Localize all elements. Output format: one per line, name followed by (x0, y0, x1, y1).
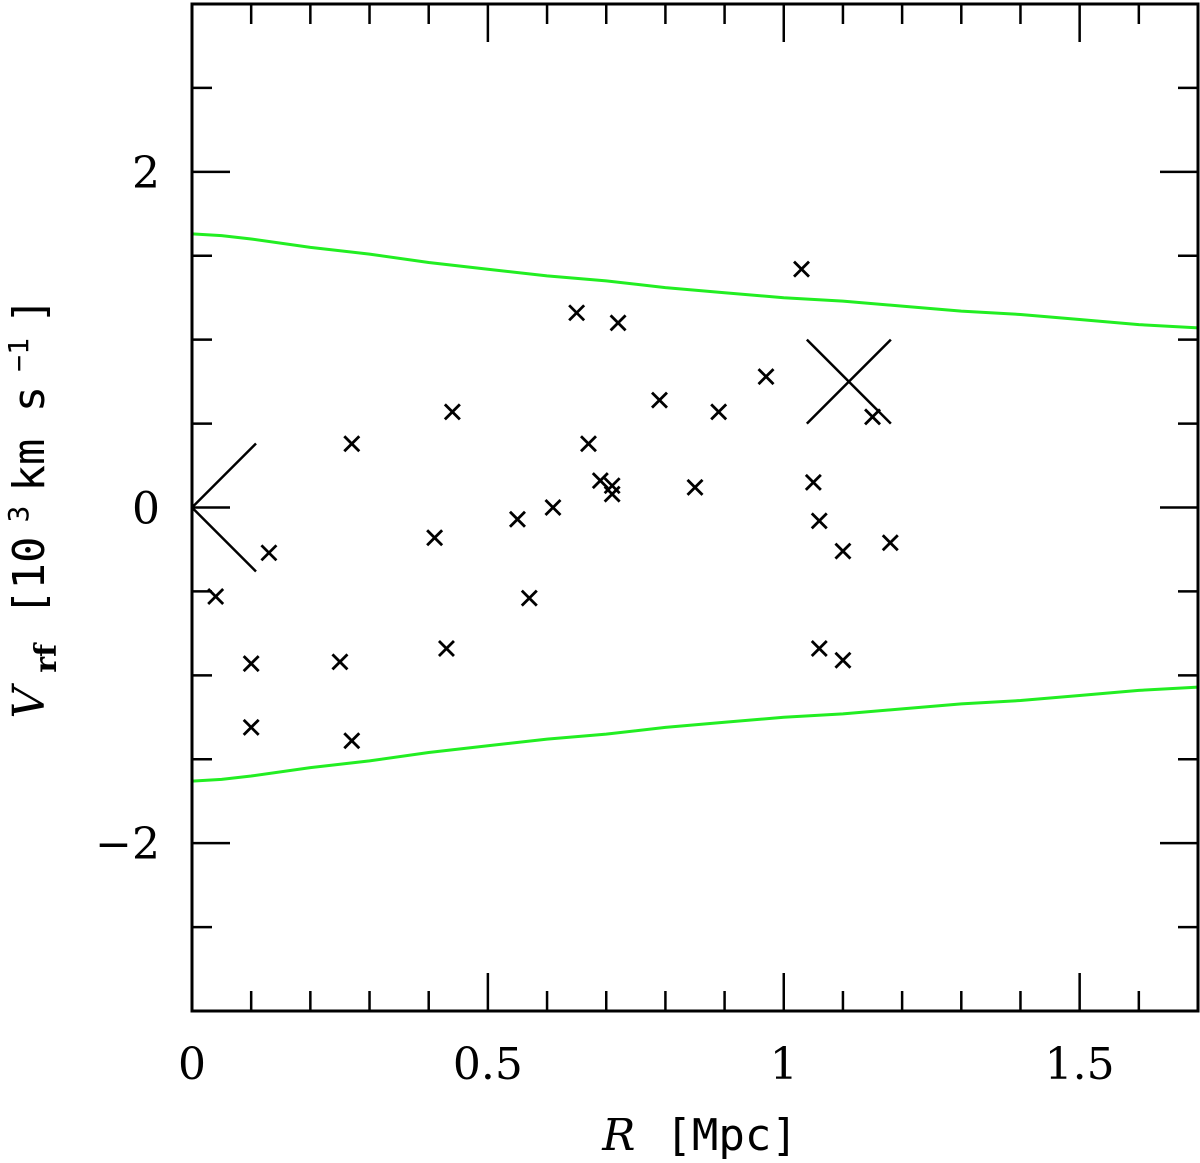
y-axis-unit-exp: 3 (2, 506, 35, 523)
data-point (834, 542, 852, 560)
data-point-stroke (242, 655, 260, 673)
data-point-stroke (579, 435, 597, 453)
data-point-stroke (568, 304, 586, 322)
x-tick-label: 1 (770, 1039, 798, 1090)
data-point-stroke (520, 589, 538, 607)
data-point (568, 304, 586, 322)
data-point (591, 472, 609, 490)
y-tick-label: 0 (132, 484, 160, 535)
data-point-stroke (207, 587, 225, 605)
origin-marker-stroke (191, 442, 257, 509)
x-tick-label: 0.5 (453, 1039, 523, 1090)
data-point-stroke (544, 499, 562, 516)
data-point (443, 403, 461, 421)
data-point-stroke (834, 542, 852, 560)
data-point (331, 653, 349, 671)
data-point-stroke (443, 403, 461, 421)
origin-marker (191, 442, 257, 573)
y-axis-unit-mid: km s (4, 386, 55, 492)
x-tick-label: 1.5 (1045, 1039, 1115, 1090)
origin-marker-stroke (191, 506, 257, 573)
points-layer (191, 260, 899, 750)
data-point-stroke (437, 639, 455, 657)
data-point-stroke (260, 544, 278, 562)
data-point (242, 655, 260, 673)
data-point-stroke (710, 403, 728, 421)
data-point (810, 512, 828, 530)
data-point (686, 478, 704, 496)
data-point-stroke (810, 512, 828, 530)
y-axis-symbol: V (4, 683, 55, 719)
big-x-stroke (805, 338, 892, 425)
labels-layer: 0 0.5 1 1.5 −2 0 2 (95, 148, 1115, 1090)
data-point (810, 639, 828, 657)
y-axis-unit-prefix: [10 (4, 537, 55, 616)
data-point-stroke (810, 639, 828, 657)
data-point (881, 534, 899, 552)
data-point (804, 473, 822, 491)
data-point-stroke (331, 653, 349, 671)
data-point (793, 260, 811, 278)
data-point (508, 510, 526, 528)
data-point-stroke (242, 718, 260, 736)
data-point (260, 544, 278, 562)
envelope-lower-curve (191, 685, 1199, 783)
plot-frame (190, 2, 1200, 1013)
x-axis-unit: [Mpc] (665, 1110, 797, 1161)
data-point-stroke (591, 472, 609, 490)
data-point (579, 435, 597, 453)
data-point-stroke (793, 260, 811, 278)
data-point-stroke (508, 510, 526, 528)
data-point-stroke (804, 473, 822, 491)
data-point-stroke (757, 368, 775, 386)
data-point (520, 589, 538, 607)
data-point (651, 391, 668, 409)
data-point-stroke (343, 732, 361, 750)
y-tick-label: 2 (132, 148, 160, 199)
data-point (603, 485, 621, 503)
y-tick-label: −2 (95, 819, 160, 870)
data-point (609, 314, 627, 332)
x-axis-symbol: R (601, 1110, 635, 1161)
data-point-stroke (834, 651, 852, 669)
data-point-stroke (609, 314, 627, 332)
envelope-layer (191, 232, 1199, 783)
y-axis-unit-exp2: −1 (2, 338, 35, 372)
data-point-stroke (881, 534, 899, 552)
data-point (242, 718, 260, 736)
data-point (834, 651, 852, 669)
data-point (757, 368, 775, 386)
data-point (437, 639, 455, 657)
data-point-stroke (686, 478, 704, 496)
envelope-upper-curve (191, 232, 1199, 330)
y-axis-unit-suffix: ] (4, 297, 55, 324)
data-point (544, 499, 562, 516)
ticks-layer (190, 2, 1200, 1013)
data-point (343, 732, 361, 750)
data-point (343, 435, 361, 453)
data-point-stroke (603, 485, 621, 503)
data-point (710, 403, 728, 421)
y-axis-subscript: rf (29, 642, 64, 673)
data-point-stroke (343, 435, 361, 453)
big-x-marker (805, 338, 892, 425)
data-point-stroke (651, 391, 668, 409)
x-axis-title: R [Mpc] (601, 1110, 798, 1161)
x-tick-label: 0 (178, 1039, 206, 1090)
data-point (426, 529, 444, 547)
y-axis-title: V rf [10 3 km s −1 ] (0, 297, 67, 718)
data-point-stroke (426, 529, 444, 547)
